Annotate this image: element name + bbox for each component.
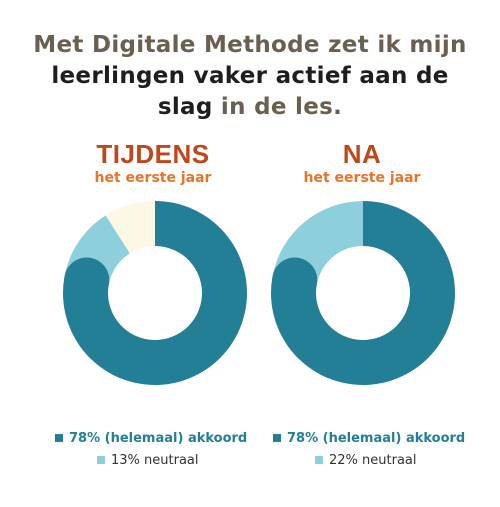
legend-label: 22% neutraal — [329, 452, 417, 468]
donut-slice-cap — [272, 257, 318, 303]
chart-title-na: NA — [342, 139, 382, 169]
headline-line-3: slag in de les. — [0, 92, 500, 123]
donut-slice-cap — [64, 257, 110, 303]
donut-slice-agree — [271, 201, 455, 386]
legend-item: 22% neutraal — [315, 449, 465, 471]
headline-line-3-dark: slag — [157, 94, 213, 120]
chart-title-tijdens: TIJDENS — [96, 139, 210, 169]
legend-swatch — [55, 434, 63, 442]
chart-subtitle-tijdens: het eerste jaar — [94, 170, 212, 186]
headline-line-2: leerlingen vaker actief aan de — [51, 63, 449, 89]
legend-na: 78% (helemaal) akkoord 22% neutraal — [273, 427, 465, 471]
legend-swatch — [97, 456, 105, 464]
donut-chart-tijdens — [62, 201, 247, 386]
legend-label: 78% (helemaal) akkoord — [69, 430, 248, 446]
legend-swatch — [273, 434, 281, 442]
legend-label: 13% neutraal — [111, 452, 199, 468]
donut-slice-agree — [62, 201, 247, 386]
legend-item: 78% (helemaal) akkoord — [55, 427, 247, 449]
donut-chart-na — [271, 201, 455, 386]
chart-na-header: NA het eerste jaar — [242, 140, 482, 188]
headline-line-3-muted: in de les. — [212, 94, 343, 120]
legend-tijdens: 78% (helemaal) akkoord 13% neutraal — [55, 427, 247, 471]
legend-item: 13% neutraal — [97, 449, 247, 471]
donut-slice-other — [105, 201, 155, 254]
headline: Met Digitale Methode zet ik mijn leerlin… — [0, 30, 500, 123]
legend-label: 78% (helemaal) akkoord — [287, 430, 466, 446]
headline-line-1: Met Digitale Methode zet ik mijn — [33, 32, 467, 58]
legend-item: 78% (helemaal) akkoord — [273, 427, 465, 449]
chart-subtitle-na: het eerste jaar — [303, 170, 421, 186]
chart-tijdens-header: TIJDENS het eerste jaar — [33, 140, 273, 188]
legend-swatch — [315, 456, 323, 464]
